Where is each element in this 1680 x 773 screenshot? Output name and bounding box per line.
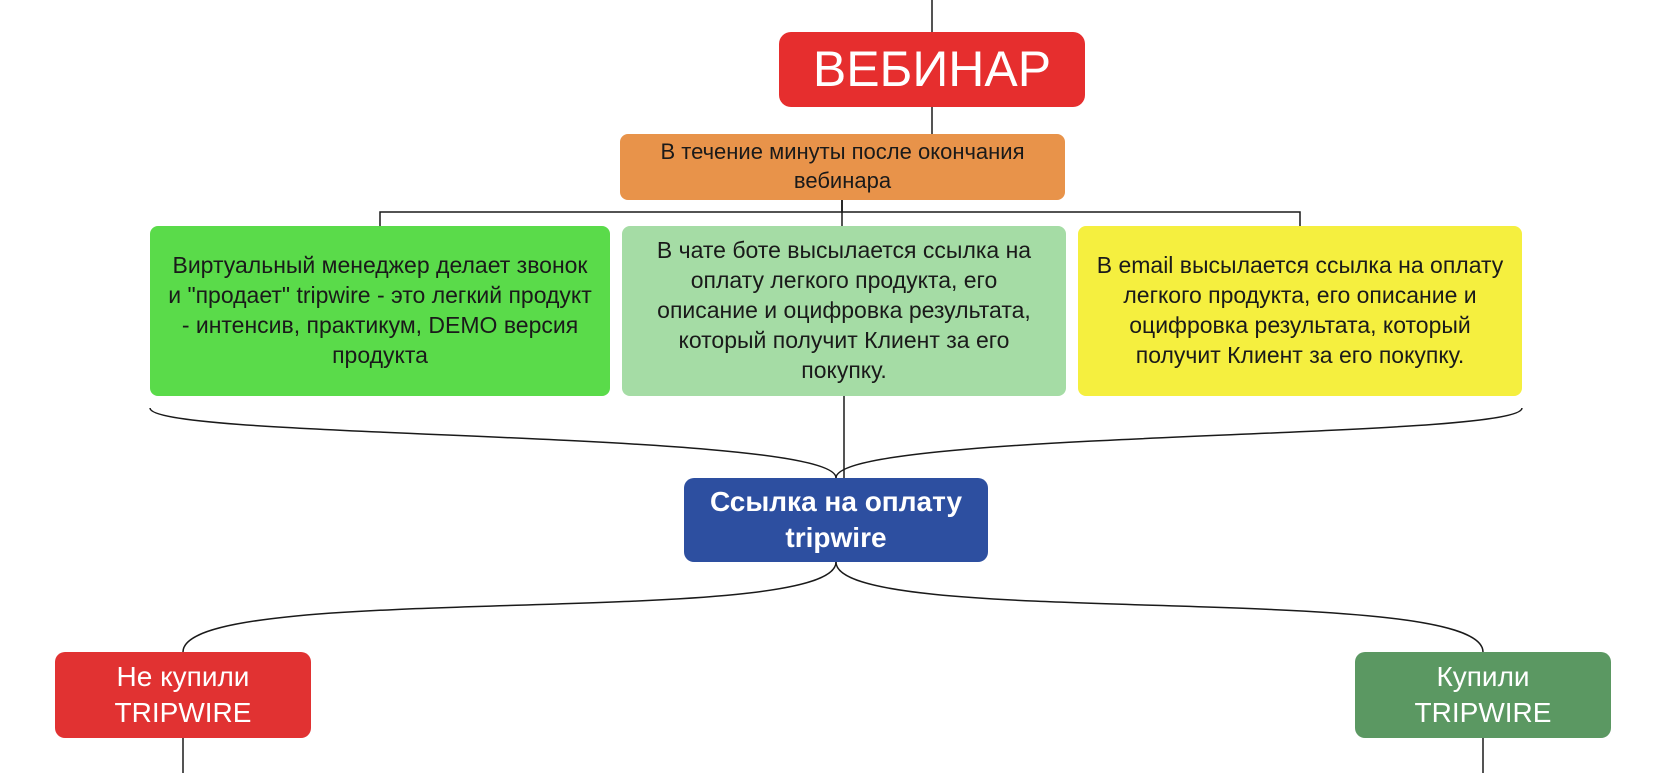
node-email-send: В email высылается ссылка на оплату легк… <box>1078 226 1522 396</box>
edge-curve-split <box>836 562 1483 652</box>
node-bought: Купили TRIPWIRE <box>1355 652 1611 738</box>
edge-curve-merge <box>836 408 1522 478</box>
edge-curve-merge <box>150 408 836 478</box>
node-chat-bot: В чате боте высылается ссылка на оплату … <box>622 226 1066 396</box>
node-payment-link: Ссылка на оплату tripwire <box>684 478 988 562</box>
node-virtual-manager: Виртуальный менеджер делает звонок и "пр… <box>150 226 610 396</box>
node-not-bought: Не купили TRIPWIRE <box>55 652 311 738</box>
node-minute-after: В течение минуты после окончания вебинар… <box>620 134 1065 200</box>
edge-bracket-right <box>842 200 1300 226</box>
node-webinar: ВЕБИНАР <box>779 32 1085 107</box>
edge-bracket-left <box>380 200 842 226</box>
edge-curve-split <box>183 562 836 652</box>
